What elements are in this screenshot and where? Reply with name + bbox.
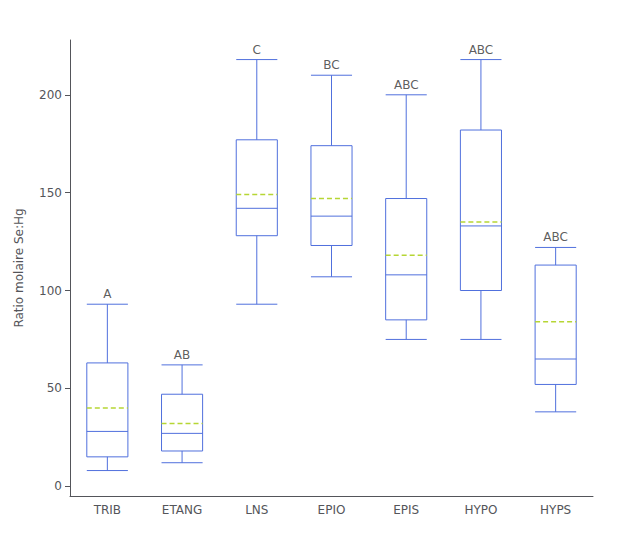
svg-text:HYPO: HYPO [464, 503, 497, 517]
svg-text:AB: AB [174, 348, 190, 362]
svg-text:100: 100 [39, 284, 62, 298]
svg-text:ABC: ABC [469, 43, 494, 57]
svg-text:200: 200 [39, 88, 62, 102]
svg-text:ABC: ABC [394, 78, 419, 92]
svg-text:50: 50 [47, 381, 62, 395]
svg-text:ABC: ABC [543, 230, 568, 244]
svg-text:BC: BC [323, 58, 339, 72]
svg-text:C: C [253, 43, 261, 57]
svg-text:A: A [103, 287, 112, 301]
svg-text:Ratio molaire Se:Hg: Ratio molaire Se:Hg [12, 208, 26, 327]
svg-text:ETANG: ETANG [162, 503, 202, 517]
svg-text:0: 0 [54, 479, 62, 493]
svg-text:LNS: LNS [245, 503, 268, 517]
svg-text:HYPS: HYPS [540, 503, 571, 517]
svg-text:150: 150 [39, 186, 62, 200]
svg-text:EPIS: EPIS [393, 503, 419, 517]
svg-text:TRIB: TRIB [93, 503, 121, 517]
svg-text:EPIO: EPIO [318, 503, 346, 517]
